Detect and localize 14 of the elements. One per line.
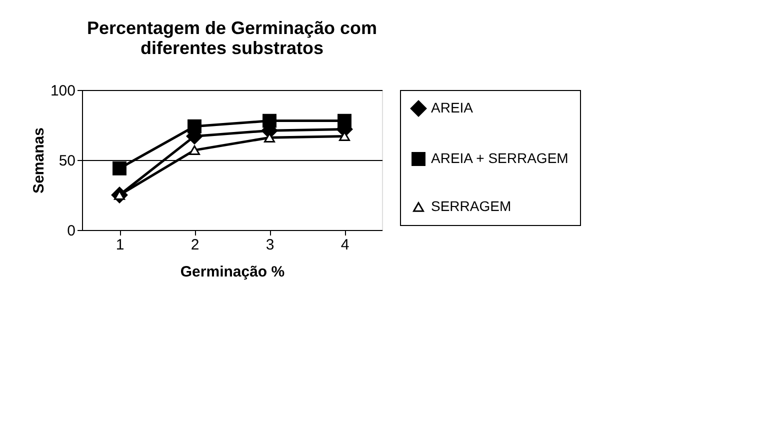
legend-label: SERRAGEM <box>431 198 512 214</box>
y-axis-title: Semanas <box>30 128 48 194</box>
text: diferentes substratos <box>140 38 324 58</box>
y-tick-label: 100 <box>50 82 76 100</box>
x-tick-label: 2 <box>190 236 200 254</box>
y-tick-label: 0 <box>67 222 76 240</box>
x-tick-label: 4 <box>340 236 350 254</box>
legend-label: AREIA <box>431 100 474 116</box>
y-tick-label: 50 <box>58 152 76 170</box>
x-tick-label: 1 <box>116 236 124 254</box>
x-tick-label: 3 <box>266 236 274 254</box>
legend-label: AREIA + SERRAGEM <box>431 150 568 166</box>
text: Percentagem de Germinação com <box>86 18 378 38</box>
x-axis-title: Germinação % <box>180 264 285 280</box>
